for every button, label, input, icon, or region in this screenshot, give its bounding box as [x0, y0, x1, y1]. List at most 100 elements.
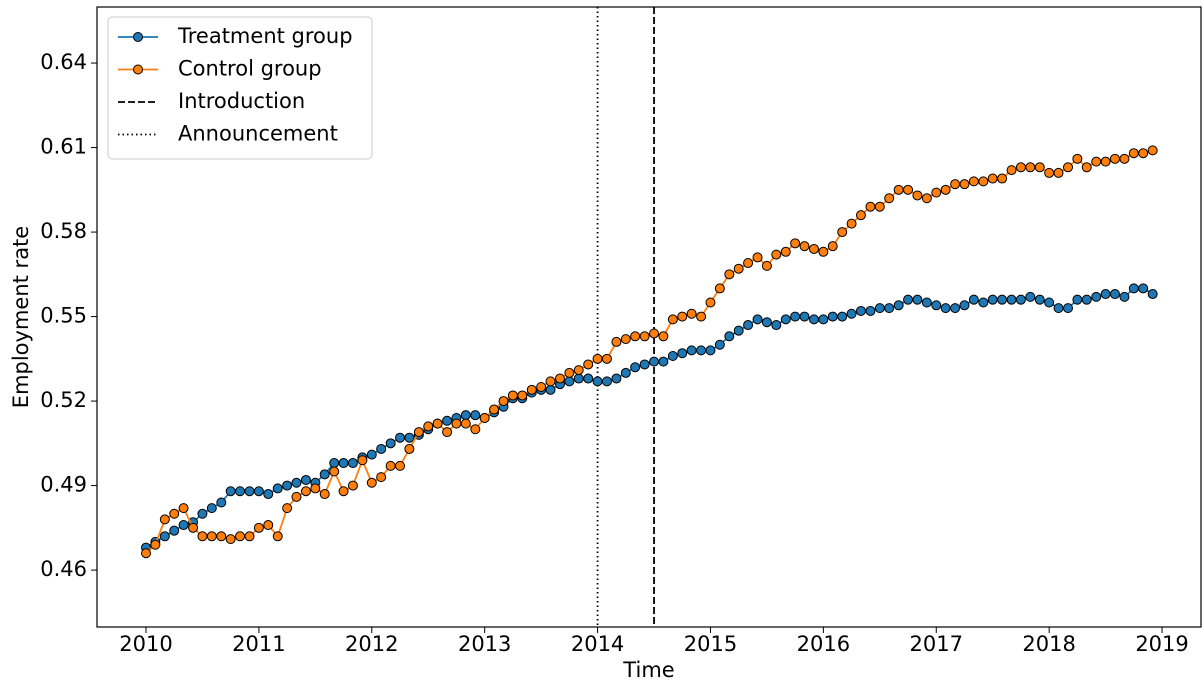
point	[714, 339, 725, 350]
point	[272, 483, 283, 494]
point	[921, 193, 932, 204]
series-line	[145, 287, 1154, 549]
point	[460, 418, 471, 429]
point	[244, 486, 255, 497]
point	[442, 415, 453, 426]
point	[714, 283, 725, 294]
point	[404, 443, 415, 454]
point	[978, 297, 989, 308]
point	[705, 297, 716, 308]
point	[1006, 165, 1017, 176]
point	[658, 356, 669, 367]
point	[385, 438, 396, 449]
x-tick-label: 2012	[345, 632, 398, 656]
point	[216, 497, 227, 508]
y-axis-label: Employment rate	[9, 226, 33, 408]
point	[630, 331, 641, 342]
y-tick-label: 0.58	[40, 219, 87, 243]
legend-label: Announcement	[178, 122, 338, 146]
point	[827, 311, 838, 322]
point	[178, 503, 189, 514]
point	[310, 483, 321, 494]
point	[1138, 283, 1149, 294]
point	[517, 390, 528, 401]
point	[1147, 145, 1158, 156]
point	[667, 314, 678, 325]
point	[178, 520, 189, 531]
point	[808, 243, 819, 254]
point	[677, 311, 688, 322]
point	[667, 351, 678, 362]
point	[630, 362, 641, 373]
point	[827, 241, 838, 252]
point	[1100, 289, 1111, 300]
point	[583, 373, 594, 384]
point	[799, 241, 810, 252]
point	[197, 508, 208, 519]
point	[1091, 156, 1102, 167]
point	[1015, 294, 1026, 305]
point	[611, 336, 622, 347]
point	[404, 432, 415, 443]
point	[291, 477, 302, 488]
point	[921, 297, 932, 308]
point	[244, 531, 255, 542]
point	[724, 269, 735, 280]
point	[263, 489, 274, 500]
x-tick-label: 2014	[571, 632, 624, 656]
point	[1025, 291, 1036, 302]
point	[733, 325, 744, 336]
point	[940, 303, 951, 314]
point	[385, 460, 396, 471]
x-tick-label: 2010	[119, 632, 172, 656]
point	[790, 311, 801, 322]
point	[696, 311, 707, 322]
point	[1006, 294, 1017, 305]
point	[620, 367, 631, 378]
point	[611, 373, 622, 384]
point	[489, 404, 500, 415]
point	[931, 300, 942, 311]
point	[1119, 291, 1130, 302]
x-tick-label: 2015	[684, 632, 737, 656]
point	[1128, 148, 1139, 159]
point	[395, 460, 406, 471]
point	[366, 477, 377, 488]
point	[1063, 303, 1074, 314]
point	[225, 486, 236, 497]
point	[300, 486, 311, 497]
point	[846, 308, 857, 319]
point	[865, 305, 876, 316]
point	[968, 176, 979, 187]
x-axis-label: Time	[622, 658, 674, 682]
point	[1025, 162, 1036, 173]
point	[761, 260, 772, 271]
point	[1034, 294, 1045, 305]
point	[206, 531, 217, 542]
point	[347, 458, 358, 469]
point	[272, 531, 283, 542]
x-tick-label: 2011	[232, 632, 285, 656]
point	[752, 252, 763, 263]
point	[818, 314, 829, 325]
point	[451, 418, 462, 429]
y-tick-label: 0.46	[40, 557, 87, 581]
x-tick-label: 2016	[797, 632, 850, 656]
legend-box	[107, 16, 373, 160]
point	[658, 331, 669, 342]
x-tick-label: 2019	[1135, 632, 1188, 656]
point	[1081, 162, 1092, 173]
point	[724, 331, 735, 342]
point	[677, 348, 688, 359]
point	[1044, 297, 1055, 308]
point	[959, 179, 970, 190]
point	[940, 184, 951, 195]
point	[639, 359, 650, 370]
y-tick-label: 0.49	[40, 473, 87, 497]
point	[874, 201, 885, 212]
point	[159, 531, 170, 542]
point	[498, 396, 509, 407]
x-tick-label: 2018	[1022, 632, 1075, 656]
y-tick-label: 0.55	[40, 304, 87, 328]
